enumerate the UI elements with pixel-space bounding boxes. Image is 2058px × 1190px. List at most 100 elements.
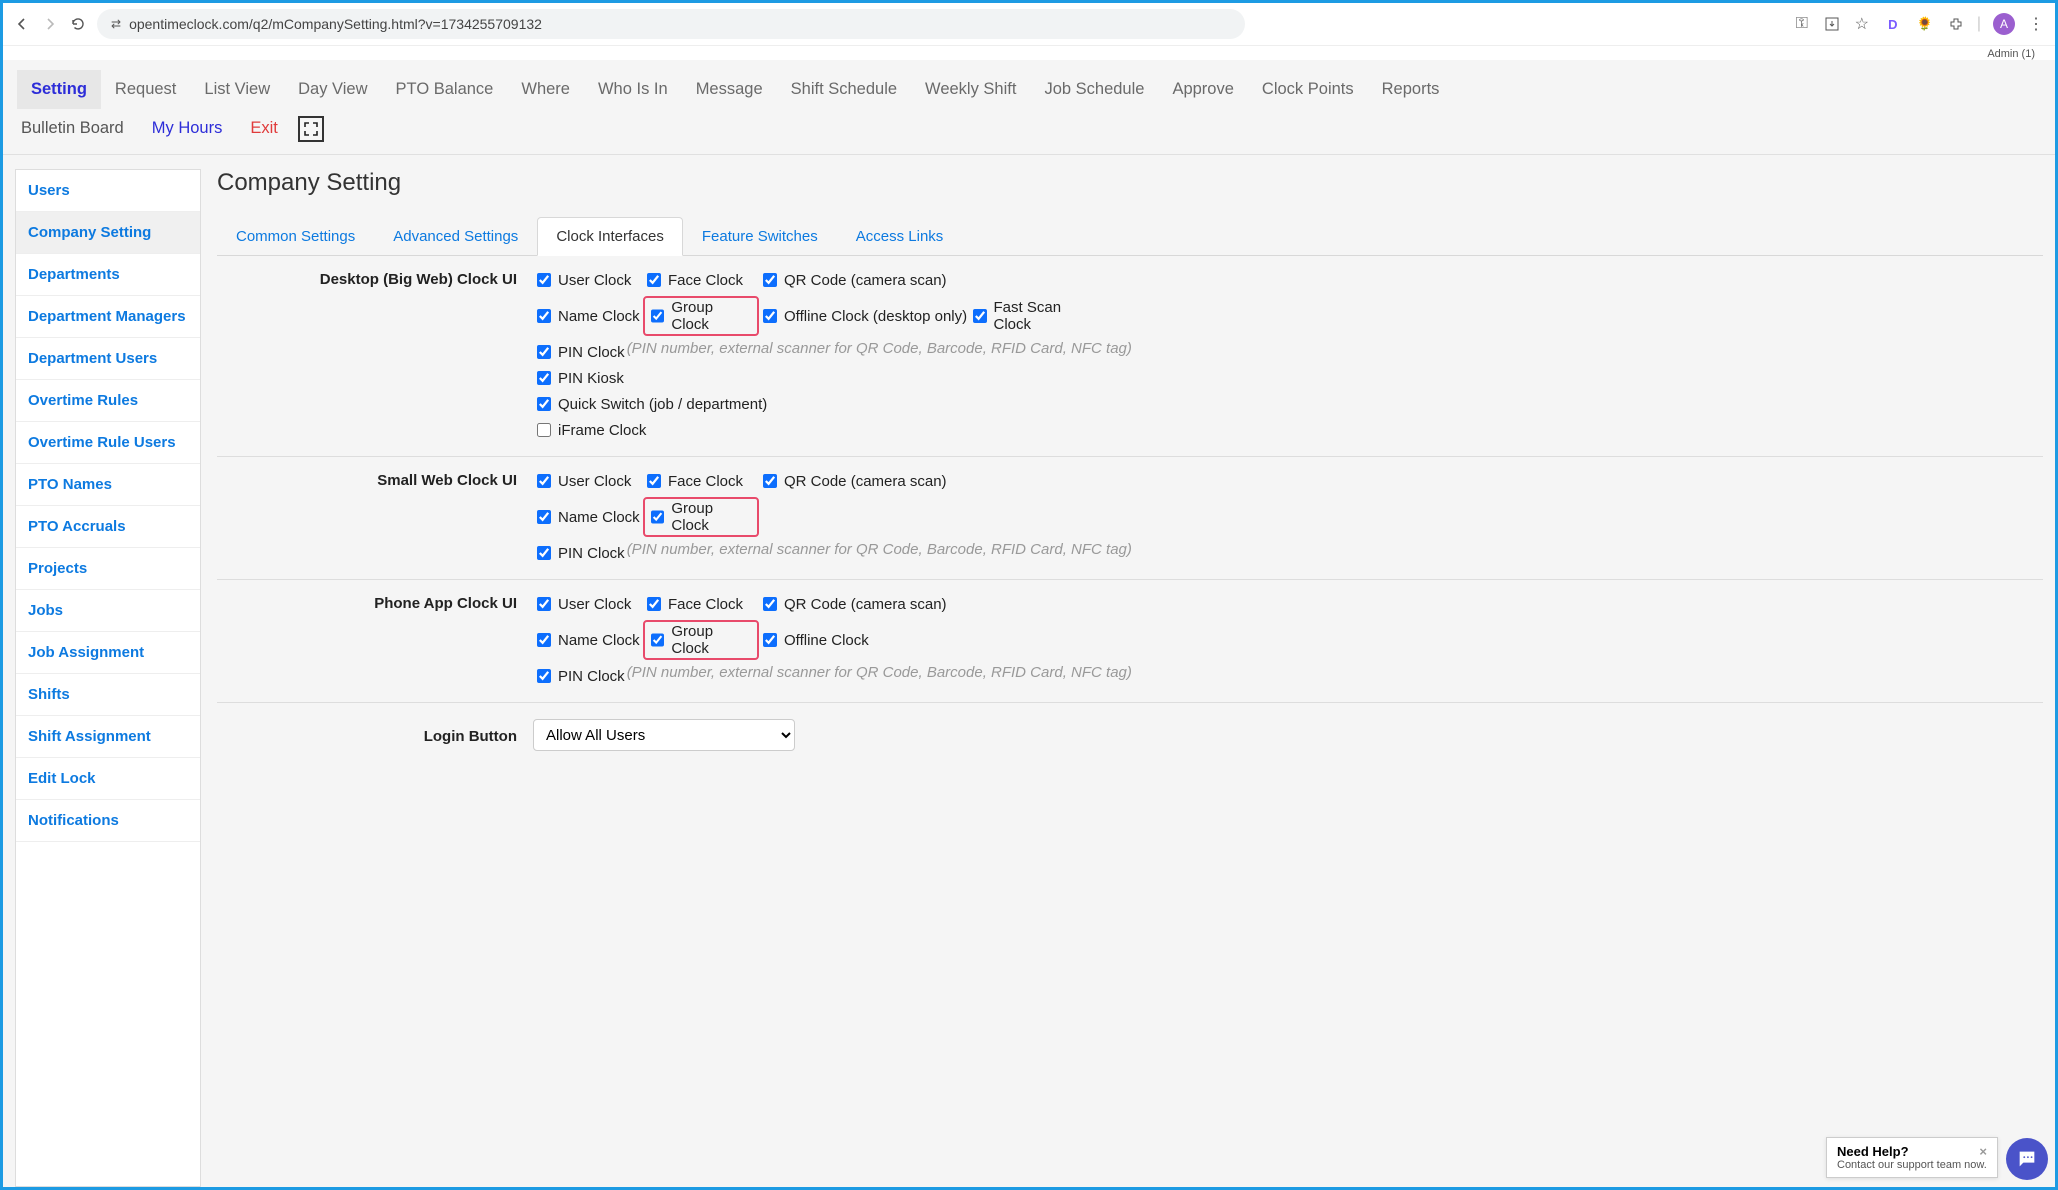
check-desktop-pin-clock[interactable]: PIN Clock <box>533 340 625 364</box>
sidebar-item-department-users[interactable]: Department Users <box>16 338 200 380</box>
menu-message[interactable]: Message <box>682 70 777 109</box>
check-desktop-iframe-clock[interactable]: iFrame Clock <box>533 418 646 442</box>
check-desktop-fast-scan[interactable]: Fast Scan Clock <box>969 294 1099 338</box>
extension-d-icon[interactable]: D <box>1883 14 1903 34</box>
login-button-select[interactable]: Allow All Users <box>533 719 795 751</box>
sidebar-item-projects[interactable]: Projects <box>16 548 200 590</box>
check-phone-face-clock[interactable]: Face Clock <box>643 592 759 616</box>
pin-hint-smallweb: (PIN number, external scanner for QR Cod… <box>627 541 1132 565</box>
pin-hint-phone: (PIN number, external scanner for QR Cod… <box>627 664 1132 688</box>
menu-request[interactable]: Request <box>101 70 190 109</box>
check-desktop-name-clock[interactable]: Name Clock <box>533 294 643 338</box>
check-desktop-quick-switch[interactable]: Quick Switch (job / department) <box>533 392 767 416</box>
section-desktop-clock-ui: Desktop (Big Web) Clock UI User Clock Fa… <box>217 256 2043 457</box>
login-button-row: Login Button Allow All Users <box>217 703 2043 767</box>
check-smallweb-face-clock[interactable]: Face Clock <box>643 469 759 493</box>
page-title: Company Setting <box>217 169 2043 197</box>
install-icon[interactable] <box>1823 15 1841 33</box>
menu-job-schedule[interactable]: Job Schedule <box>1030 70 1158 109</box>
help-subtitle: Contact our support team now. <box>1837 1159 1987 1171</box>
top-menu: Setting Request List View Day View PTO B… <box>3 60 2055 155</box>
help-close-icon[interactable]: × <box>1979 1144 1987 1159</box>
check-desktop-qr-code[interactable]: QR Code (camera scan) <box>759 268 969 292</box>
menu-list-view[interactable]: List View <box>190 70 284 109</box>
reload-icon[interactable] <box>69 15 87 33</box>
content-area: Company Setting Common Settings Advanced… <box>217 169 2043 1187</box>
extensions-icon[interactable] <box>1947 15 1965 33</box>
admin-label: Admin (1) <box>3 46 2055 60</box>
sidebar-item-edit-lock[interactable]: Edit Lock <box>16 758 200 800</box>
tab-clock-interfaces[interactable]: Clock Interfaces <box>537 217 683 256</box>
tab-common-settings[interactable]: Common Settings <box>217 217 374 256</box>
menu-where[interactable]: Where <box>507 70 584 109</box>
check-phone-offline-clock[interactable]: Offline Clock <box>759 618 969 662</box>
section-label-smallweb: Small Web Clock UI <box>217 469 533 567</box>
pin-hint-desktop: (PIN number, external scanner for QR Cod… <box>627 340 1132 364</box>
menu-bulletin-board[interactable]: Bulletin Board <box>17 109 138 148</box>
sidebar-item-jobs[interactable]: Jobs <box>16 590 200 632</box>
section-label-phone: Phone App Clock UI <box>217 592 533 690</box>
check-desktop-user-clock[interactable]: User Clock <box>533 268 643 292</box>
sidebar-item-overtime-rule-users[interactable]: Overtime Rule Users <box>16 422 200 464</box>
check-phone-name-clock[interactable]: Name Clock <box>533 618 643 662</box>
login-button-label: Login Button <box>217 725 533 745</box>
check-smallweb-user-clock[interactable]: User Clock <box>533 469 643 493</box>
check-desktop-face-clock[interactable]: Face Clock <box>643 268 759 292</box>
tab-access-links[interactable]: Access Links <box>837 217 963 256</box>
section-phone-app-clock-ui: Phone App Clock UI User Clock Face Clock… <box>217 580 2043 703</box>
sidebar-item-job-assignment[interactable]: Job Assignment <box>16 632 200 674</box>
sidebar-item-pto-accruals[interactable]: PTO Accruals <box>16 506 200 548</box>
menu-day-view[interactable]: Day View <box>284 70 381 109</box>
settings-tabs: Common Settings Advanced Settings Clock … <box>217 217 2043 256</box>
star-icon[interactable]: ☆ <box>1853 15 1871 33</box>
sidebar-item-shift-assignment[interactable]: Shift Assignment <box>16 716 200 758</box>
section-small-web-clock-ui: Small Web Clock UI User Clock Face Clock… <box>217 457 2043 580</box>
extension-flower-icon[interactable]: 🌻 <box>1915 14 1935 34</box>
menu-shift-schedule[interactable]: Shift Schedule <box>777 70 911 109</box>
check-phone-pin-clock[interactable]: PIN Clock <box>533 664 625 688</box>
url-bar[interactable]: ⇄ opentimeclock.com/q2/mCompanySetting.h… <box>97 9 1245 39</box>
key-icon[interactable]: ⚿ <box>1793 15 1811 33</box>
check-phone-qr-code[interactable]: QR Code (camera scan) <box>759 592 969 616</box>
sidebar-item-overtime-rules[interactable]: Overtime Rules <box>16 380 200 422</box>
check-phone-group-clock[interactable]: Group Clock <box>643 620 759 660</box>
menu-approve[interactable]: Approve <box>1158 70 1247 109</box>
check-desktop-pin-kiosk[interactable]: PIN Kiosk <box>533 366 624 390</box>
sidebar-item-notifications[interactable]: Notifications <box>16 800 200 842</box>
menu-weekly-shift[interactable]: Weekly Shift <box>911 70 1030 109</box>
check-desktop-offline-clock[interactable]: Offline Clock (desktop only) <box>759 294 969 338</box>
check-phone-user-clock[interactable]: User Clock <box>533 592 643 616</box>
menu-my-hours[interactable]: My Hours <box>138 109 237 148</box>
sidebar-item-department-managers[interactable]: Department Managers <box>16 296 200 338</box>
check-smallweb-name-clock[interactable]: Name Clock <box>533 495 643 539</box>
check-smallweb-pin-clock[interactable]: PIN Clock <box>533 541 625 565</box>
help-title: Need Help? <box>1837 1144 1909 1159</box>
menu-who-is-in[interactable]: Who Is In <box>584 70 682 109</box>
check-desktop-group-clock[interactable]: Group Clock <box>643 296 759 336</box>
settings-sidebar: Users Company Setting Departments Depart… <box>15 169 201 1187</box>
site-info-icon[interactable]: ⇄ <box>111 17 121 31</box>
sidebar-item-users[interactable]: Users <box>16 170 200 212</box>
chat-bubble-icon[interactable] <box>2006 1138 2048 1180</box>
menu-exit[interactable]: Exit <box>236 109 292 148</box>
menu-clock-points[interactable]: Clock Points <box>1248 70 1368 109</box>
forward-icon[interactable] <box>41 15 59 33</box>
menu-setting[interactable]: Setting <box>17 70 101 109</box>
sidebar-item-departments[interactable]: Departments <box>16 254 200 296</box>
sidebar-item-shifts[interactable]: Shifts <box>16 674 200 716</box>
fullscreen-icon[interactable] <box>298 116 324 142</box>
check-smallweb-qr-code[interactable]: QR Code (camera scan) <box>759 469 969 493</box>
sidebar-item-company-setting[interactable]: Company Setting <box>16 212 200 254</box>
check-smallweb-group-clock[interactable]: Group Clock <box>643 497 759 537</box>
help-widget[interactable]: Need Help? × Contact our support team now… <box>1826 1137 1998 1178</box>
back-icon[interactable] <box>13 15 31 33</box>
tab-feature-switches[interactable]: Feature Switches <box>683 217 837 256</box>
sidebar-item-pto-names[interactable]: PTO Names <box>16 464 200 506</box>
menu-reports[interactable]: Reports <box>1368 70 1454 109</box>
menu-pto-balance[interactable]: PTO Balance <box>382 70 508 109</box>
url-text: opentimeclock.com/q2/mCompanySetting.htm… <box>129 16 542 32</box>
tab-advanced-settings[interactable]: Advanced Settings <box>374 217 537 256</box>
kebab-menu-icon[interactable]: ⋮ <box>2027 15 2045 33</box>
browser-toolbar: ⇄ opentimeclock.com/q2/mCompanySetting.h… <box>3 3 2055 46</box>
profile-avatar[interactable]: A <box>1993 13 2015 35</box>
